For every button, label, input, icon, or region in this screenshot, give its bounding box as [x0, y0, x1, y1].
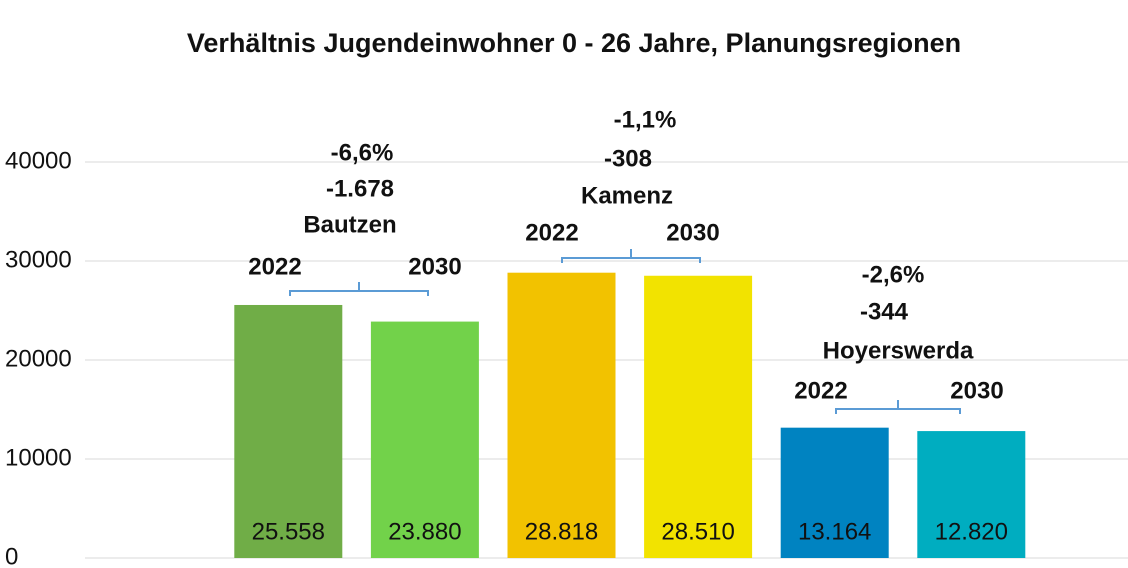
- bracket: [835, 400, 961, 414]
- bar: [644, 275, 753, 558]
- bar: [370, 321, 479, 558]
- value-label: 25.558: [252, 518, 325, 545]
- y-tick-label: 20000: [5, 345, 72, 372]
- annotation: -1.678: [326, 175, 394, 202]
- bar: [780, 427, 889, 558]
- value-label: 13.164: [798, 518, 871, 545]
- annotation: -1,1%: [614, 106, 677, 133]
- y-tick-label: 10000: [5, 444, 72, 471]
- bar: [507, 272, 616, 558]
- year-label: 2030: [950, 377, 1003, 404]
- year-label: 2030: [408, 253, 461, 280]
- bracket: [289, 282, 429, 296]
- region-name: Hoyerswerda: [823, 337, 974, 364]
- year-label: 2030: [666, 219, 719, 246]
- bracket: [561, 249, 701, 263]
- annotation: -2,6%: [862, 261, 925, 288]
- annotation: -344: [860, 298, 909, 325]
- year-label: 2022: [525, 219, 578, 246]
- value-label: 12.820: [935, 518, 1008, 545]
- y-tick-label: 40000: [5, 147, 72, 174]
- chart-title: Verhältnis Jugendeinwohner 0 - 26 Jahre,…: [187, 28, 961, 58]
- annotation: -308: [604, 145, 652, 172]
- value-label: 28.818: [525, 518, 598, 545]
- y-tick-label: 30000: [5, 246, 72, 273]
- year-label: 2022: [794, 377, 847, 404]
- year-label: 2022: [248, 253, 301, 280]
- bar: [234, 304, 343, 558]
- value-label: 23.880: [388, 518, 461, 545]
- bar: [917, 431, 1026, 558]
- annotation: -6,6%: [331, 139, 394, 166]
- value-label: 28.510: [661, 518, 734, 545]
- y-tick-label: 0: [5, 543, 18, 568]
- region-name: Bautzen: [303, 211, 396, 238]
- region-name: Kamenz: [581, 182, 673, 209]
